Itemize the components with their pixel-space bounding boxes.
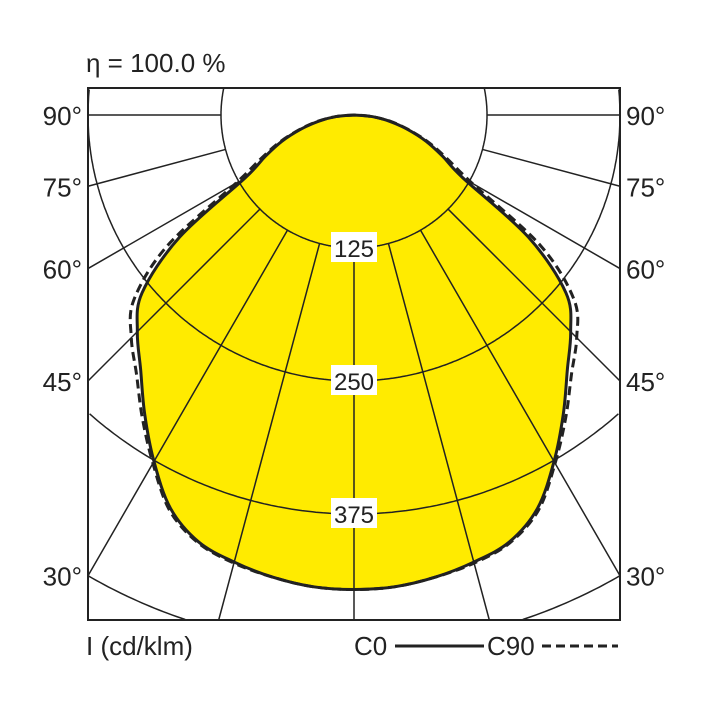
series-curve-c90 [128, 113, 580, 592]
angle-tick-label: 45° [43, 367, 82, 397]
angle-grid-line [87, 148, 226, 187]
unit-label: I (cd/klm) [86, 631, 193, 661]
angle-grid-line [468, 180, 621, 270]
angle-tick-label: 90° [626, 101, 665, 131]
angle-tick-label: 75° [43, 172, 82, 202]
radial-tick-label: 375 [334, 502, 374, 529]
angle-tick-label: 75° [626, 172, 665, 202]
angle-tick-label: 60° [626, 255, 665, 285]
legend-c90-label: C90 [487, 631, 535, 661]
radial-label-bg [331, 232, 377, 262]
angle-tick-label: 45° [626, 367, 665, 397]
angle-grid-line [87, 229, 289, 577]
angle-grid-line [87, 180, 240, 270]
radial-tick-label: 250 [334, 369, 374, 396]
angle-grid-line [387, 243, 491, 621]
angle-grid-line [447, 208, 621, 382]
angle-tick-label: 60° [43, 255, 82, 285]
angle-tick-label: 30° [626, 562, 665, 592]
radial-tick-label: 125 [334, 236, 374, 263]
angle-grid-line [87, 208, 261, 382]
radial-grid-circle [87, 575, 621, 621]
chart-title: η = 100.0 % [86, 48, 226, 78]
legend-c0-label: C0 [354, 631, 387, 661]
plot-frame [87, 87, 621, 621]
angle-grid-line [419, 229, 621, 577]
angle-tick-label: 90° [43, 101, 82, 131]
angle-tick-label: 30° [43, 562, 82, 592]
angle-grid-line [482, 148, 621, 187]
angle-grid-line [217, 243, 321, 621]
radial-label-bg [331, 365, 377, 395]
radial-label-bg [331, 498, 377, 528]
